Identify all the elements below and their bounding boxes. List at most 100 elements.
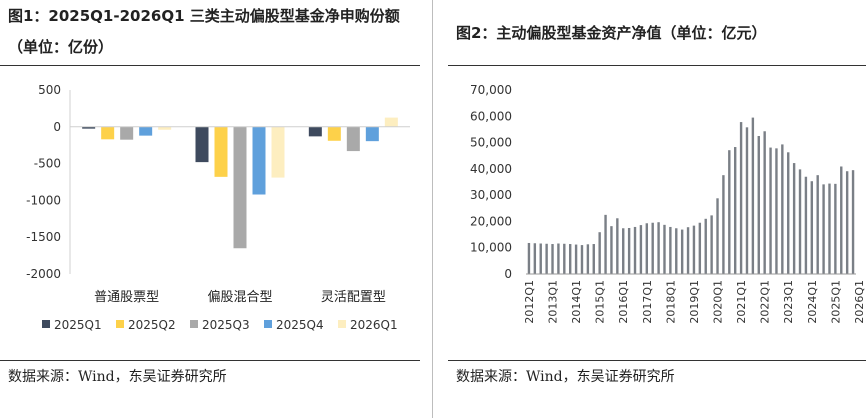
nav-bar-52 — [834, 183, 837, 274]
figure1-title-line2: （单位：亿份） — [8, 38, 114, 56]
nav-bar-36 — [739, 122, 743, 274]
figure1-panel: 图1：2025Q1-2026Q1 三类主动偏股型基金净申购份额 （单位：亿份） … — [0, 0, 420, 418]
nav-bar-28 — [692, 225, 696, 274]
nav-bar-2 — [539, 243, 542, 274]
nav-bar-30 — [704, 218, 707, 274]
nav-bar-8 — [574, 244, 578, 274]
x-tick-label: 2026Q1 — [853, 280, 866, 324]
nav-bar-22 — [657, 222, 660, 274]
nav-bar-25 — [675, 228, 678, 274]
bar-2025Q2-0 — [101, 126, 115, 140]
legend-swatch-2025Q3 — [190, 320, 198, 328]
nav-bar-38 — [751, 117, 755, 274]
nav-bar-20 — [645, 223, 649, 274]
figure1-source: 数据来源：Wind，东吴证券研究所 — [8, 369, 227, 385]
nav-bar-33 — [722, 175, 725, 274]
figure2-top-rule — [448, 65, 866, 66]
x-tick-label: 2013Q1 — [547, 280, 560, 324]
y-tick-label: -1500 — [26, 230, 61, 244]
nav-bar-14 — [610, 226, 613, 274]
legend-label-2025Q2: 2025Q2 — [128, 318, 176, 332]
bar-2025Q1-0 — [82, 126, 96, 129]
x-tick-label: 2015Q1 — [594, 280, 607, 324]
x-tick-label: 2018Q1 — [664, 280, 677, 324]
nav-bar-7 — [568, 244, 572, 274]
nav-bar-9 — [580, 245, 584, 274]
nav-bar-31 — [710, 215, 713, 274]
nav-bar-51 — [828, 183, 831, 274]
nav-bar-55 — [851, 170, 855, 274]
nav-bar-12 — [598, 232, 601, 274]
legend-swatch-2025Q2 — [116, 320, 124, 328]
nav-bar-46 — [798, 169, 802, 274]
bar-2025Q2-2 — [327, 126, 341, 141]
figure1-bar-chart: 500 0 -500 -1000 -1500 -2000 普通股票型 偏股混合型 灵活配置型 20… — [26, 83, 410, 332]
nav-bar-19 — [639, 225, 643, 274]
x-tick-label: 2023Q1 — [782, 280, 795, 324]
nav-bar-40 — [763, 131, 766, 274]
nav-bar-6 — [563, 243, 566, 274]
nav-bar-48 — [810, 181, 814, 274]
nav-bar-10 — [586, 244, 590, 274]
bar-2026Q1-2 — [384, 117, 398, 127]
nav-bar-54 — [845, 171, 849, 274]
x-tick-label: 2012Q1 — [523, 280, 536, 324]
nav-bar-11 — [592, 244, 595, 274]
legend-label-2025Q3: 2025Q3 — [202, 318, 250, 332]
x-tick-label: 2019Q1 — [688, 280, 701, 324]
nav-bar-43 — [781, 144, 784, 274]
x-category-label: 偏股混合型 — [207, 290, 272, 305]
nav-bar-44 — [787, 152, 790, 274]
legend-label-2026Q1: 2026Q1 — [350, 318, 398, 332]
nav-bar-18 — [633, 226, 637, 274]
y-tick-label: -500 — [34, 157, 61, 171]
nav-bar-27 — [686, 227, 690, 274]
nav-bar-24 — [669, 226, 672, 274]
figure1-title-line1: 图1：2025Q1-2026Q1 三类主动偏股型基金净申购份额 — [8, 7, 400, 25]
bar-2025Q3-0 — [120, 126, 134, 140]
figure2-title: 图2：主动偏股型基金资产净值（单位：亿元） — [456, 24, 767, 42]
nav-bar-39 — [757, 136, 760, 274]
x-tick-label: 2020Q1 — [712, 280, 725, 324]
bar-2025Q3-1 — [233, 126, 247, 249]
y-tick-label: 50,000 — [470, 136, 512, 150]
y-tick-label: 30,000 — [470, 188, 512, 202]
figure1-top-rule — [0, 65, 420, 66]
legend-swatch-2025Q4 — [264, 320, 272, 328]
bar-2025Q4-0 — [139, 126, 153, 136]
nav-bar-41 — [769, 147, 772, 274]
nav-bar-16 — [622, 228, 625, 274]
nav-bar-3 — [545, 243, 548, 274]
figure1-bottom-rule — [0, 360, 420, 361]
x-tick-label: 2017Q1 — [641, 280, 654, 324]
nav-bar-37 — [745, 127, 749, 274]
y-tick-label: 20,000 — [470, 214, 512, 228]
nav-bar-4 — [551, 244, 554, 274]
x-tick-label: 2025Q1 — [829, 280, 842, 324]
nav-bar-42 — [775, 148, 778, 274]
y-tick-label: 500 — [38, 83, 61, 97]
y-tick-label: 60,000 — [470, 109, 512, 123]
nav-bar-29 — [698, 222, 702, 274]
nav-bar-34 — [728, 150, 731, 274]
panel-divider — [432, 0, 433, 418]
nav-bar-17 — [627, 228, 631, 274]
x-tick-label: 2021Q1 — [735, 280, 748, 324]
x-category-label: 灵活配置型 — [321, 290, 386, 305]
bar-2026Q1-1 — [271, 126, 285, 178]
y-tick-label: -2000 — [26, 267, 61, 281]
x-tick-label: 2022Q1 — [759, 280, 772, 324]
legend-label-2025Q1: 2025Q1 — [54, 318, 102, 332]
legend-swatch-2026Q1 — [338, 320, 346, 328]
y-tick-label: 0 — [53, 120, 61, 134]
nav-bar-49 — [816, 175, 819, 274]
nav-bar-26 — [680, 229, 684, 274]
nav-bar-5 — [557, 243, 560, 274]
x-tick-label: 2024Q1 — [806, 280, 819, 324]
figure2-bar-chart: 0 10,000 20,000 30,000 40,000 50,000 60,000 70,… — [470, 83, 866, 324]
nav-bar-35 — [733, 147, 737, 274]
figure2-source: 数据来源：Wind，东吴证券研究所 — [456, 369, 675, 385]
y-tick-label: -1000 — [26, 193, 61, 207]
bar-2025Q3-2 — [346, 126, 360, 152]
y-tick-label: 40,000 — [470, 162, 512, 176]
